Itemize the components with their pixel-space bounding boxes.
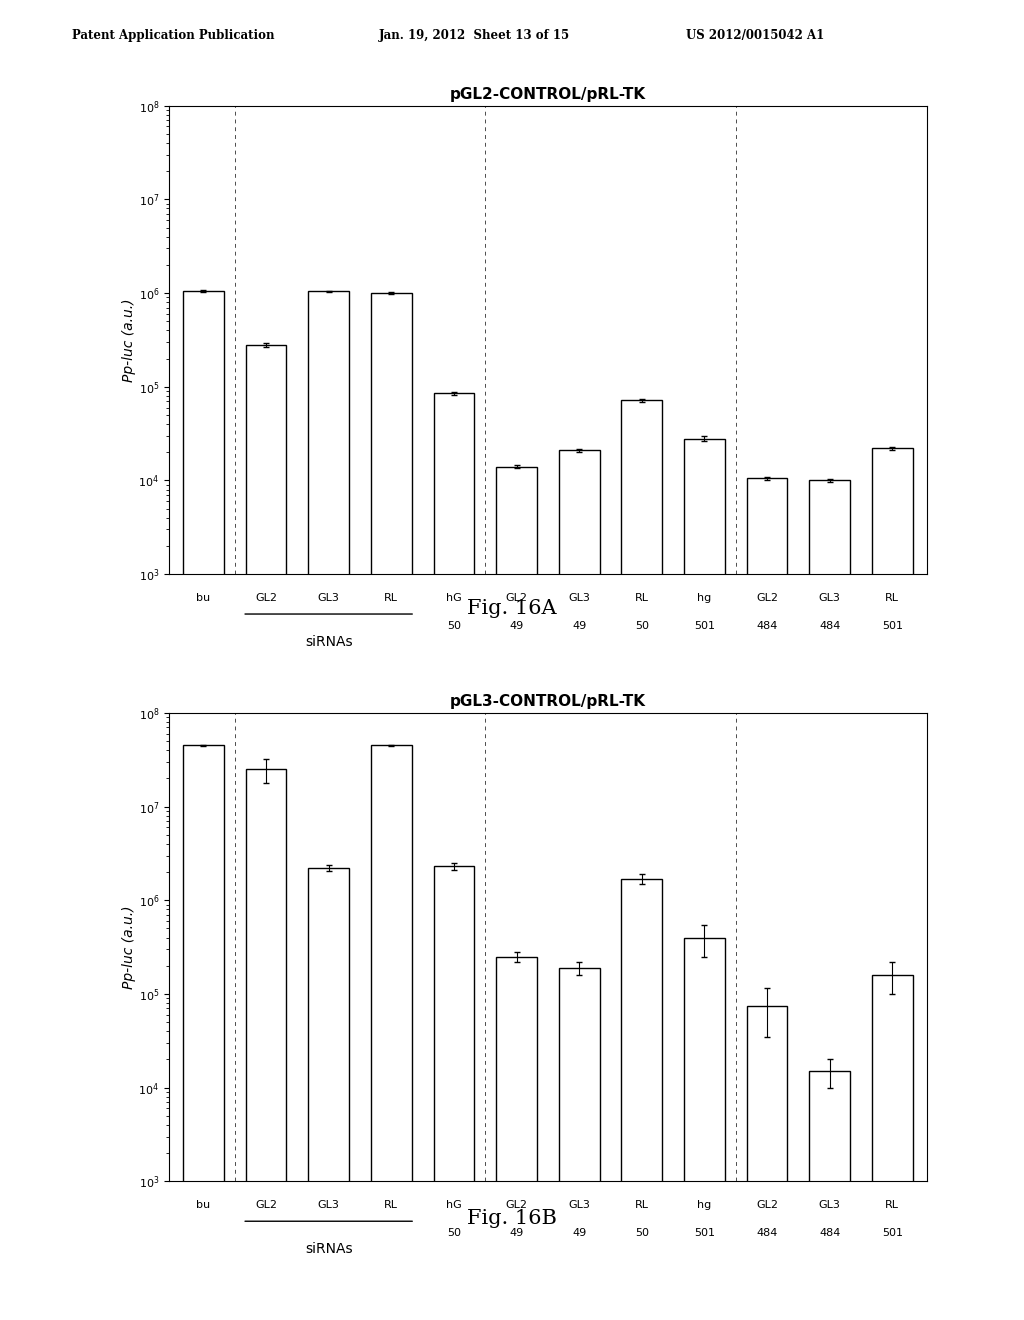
Text: 50: 50 — [635, 622, 649, 631]
Title: pGL2-CONTROL/pRL-TK: pGL2-CONTROL/pRL-TK — [450, 87, 646, 102]
Text: RL: RL — [635, 593, 649, 603]
Text: bu: bu — [197, 1200, 211, 1210]
Bar — [497, 467, 537, 1320]
Text: 50: 50 — [446, 1228, 461, 1238]
Text: 484: 484 — [819, 1228, 841, 1238]
Bar — [684, 438, 725, 1320]
Text: 50: 50 — [635, 1228, 649, 1238]
Text: 49: 49 — [572, 1228, 587, 1238]
Text: GL2: GL2 — [255, 1200, 278, 1210]
Bar — [433, 866, 474, 1320]
Bar — [871, 975, 912, 1320]
Text: 484: 484 — [757, 622, 777, 631]
Text: 49: 49 — [572, 622, 587, 631]
Text: GL3: GL3 — [568, 1200, 590, 1210]
Bar — [433, 393, 474, 1320]
Y-axis label: Pp-luc (a.u.): Pp-luc (a.u.) — [122, 906, 135, 989]
Text: hg: hg — [697, 593, 712, 603]
Bar — [746, 1006, 787, 1320]
Text: Jan. 19, 2012  Sheet 13 of 15: Jan. 19, 2012 Sheet 13 of 15 — [379, 29, 570, 42]
Bar — [246, 770, 287, 1320]
Text: 501: 501 — [882, 622, 903, 631]
Text: GL2: GL2 — [255, 593, 278, 603]
Bar — [622, 400, 663, 1320]
Bar — [183, 746, 224, 1320]
Text: RL: RL — [635, 1200, 649, 1210]
Bar — [183, 290, 224, 1320]
Text: hG: hG — [446, 1200, 462, 1210]
Text: GL3: GL3 — [317, 593, 340, 603]
Text: 49: 49 — [509, 1228, 523, 1238]
Bar — [497, 957, 537, 1320]
Text: hg: hg — [697, 1200, 712, 1210]
Text: Fig. 16B: Fig. 16B — [467, 1209, 557, 1228]
Text: GL2: GL2 — [506, 1200, 527, 1210]
Text: GL2: GL2 — [506, 593, 527, 603]
Title: pGL3-CONTROL/pRL-TK: pGL3-CONTROL/pRL-TK — [450, 694, 646, 709]
Text: Fig. 16A: Fig. 16A — [467, 599, 557, 618]
Text: GL3: GL3 — [568, 593, 590, 603]
Text: GL3: GL3 — [819, 1200, 841, 1210]
Text: 49: 49 — [509, 622, 523, 631]
Text: GL2: GL2 — [756, 1200, 778, 1210]
Text: 501: 501 — [694, 1228, 715, 1238]
Text: siRNAs: siRNAs — [305, 1242, 352, 1257]
Bar — [559, 968, 599, 1320]
Text: 484: 484 — [757, 1228, 777, 1238]
Text: 501: 501 — [882, 1228, 903, 1238]
Bar — [871, 449, 912, 1320]
Bar — [559, 450, 599, 1320]
Bar — [684, 937, 725, 1320]
Text: 501: 501 — [694, 622, 715, 631]
Text: RL: RL — [886, 1200, 899, 1210]
Text: 484: 484 — [819, 622, 841, 631]
Text: siRNAs: siRNAs — [305, 635, 352, 649]
Text: hG: hG — [446, 593, 462, 603]
Text: Patent Application Publication: Patent Application Publication — [72, 29, 274, 42]
Bar — [371, 293, 412, 1320]
Text: GL3: GL3 — [819, 593, 841, 603]
Text: GL3: GL3 — [317, 1200, 340, 1210]
Text: RL: RL — [384, 593, 398, 603]
Bar — [308, 290, 349, 1320]
Text: RL: RL — [886, 593, 899, 603]
Text: GL2: GL2 — [756, 593, 778, 603]
Text: RL: RL — [384, 1200, 398, 1210]
Bar — [746, 478, 787, 1320]
Bar — [371, 746, 412, 1320]
Bar — [809, 480, 850, 1320]
Text: bu: bu — [197, 593, 211, 603]
Text: US 2012/0015042 A1: US 2012/0015042 A1 — [686, 29, 824, 42]
Y-axis label: Pp-luc (a.u.): Pp-luc (a.u.) — [122, 298, 135, 381]
Bar — [622, 879, 663, 1320]
Bar — [246, 345, 287, 1320]
Bar — [809, 1071, 850, 1320]
Bar — [308, 869, 349, 1320]
Text: 50: 50 — [446, 622, 461, 631]
